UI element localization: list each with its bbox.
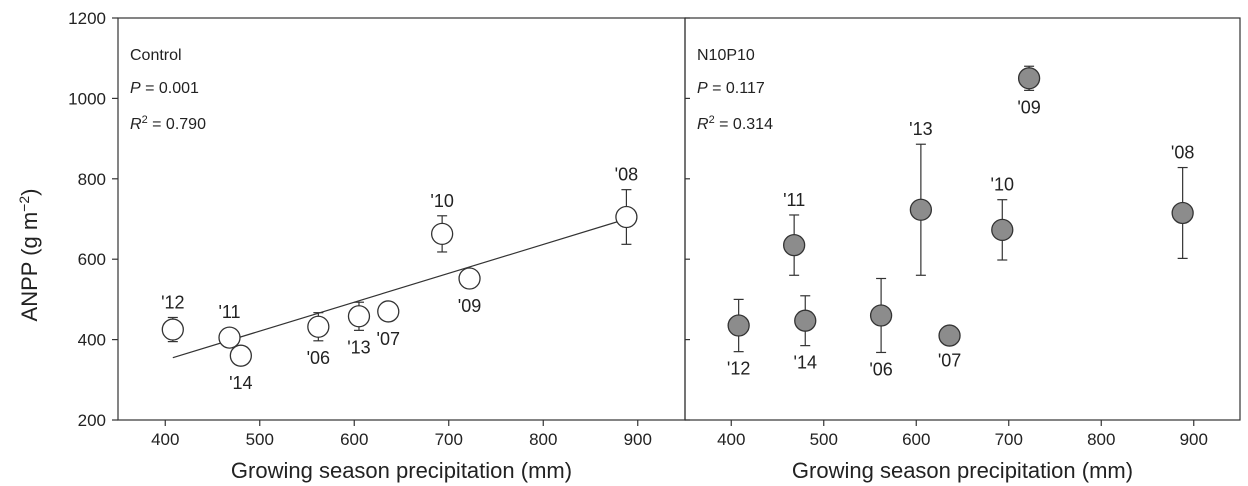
point-label: '12 — [161, 292, 184, 312]
data-marker — [458, 267, 481, 290]
y-axis-title: ANPP (g m−2) — [16, 189, 42, 322]
plot-frame — [117, 17, 686, 421]
point-label: '14 — [229, 373, 252, 393]
data-marker — [794, 309, 817, 332]
x-axis-title: Growing season precipitation (mm) — [792, 458, 1133, 483]
data-point-yr06: '06 — [869, 277, 893, 379]
y-tick-label: 600 — [78, 250, 106, 269]
data-point-yr11: '11 — [783, 190, 806, 276]
data-marker — [909, 198, 933, 221]
point-label: '11 — [218, 302, 240, 322]
data-marker — [347, 305, 371, 328]
y-tick-label: 1000 — [68, 89, 106, 108]
data-marker — [229, 344, 253, 367]
point-label: '06 — [869, 359, 892, 379]
x-tick-label: 700 — [995, 430, 1023, 449]
x-tick-label: 600 — [340, 430, 368, 449]
data-marker — [307, 315, 330, 338]
panel-label: Control — [130, 47, 182, 64]
x-tick-label: 500 — [810, 430, 838, 449]
point-label: '07 — [938, 351, 961, 371]
data-point-yr11: '11 — [218, 302, 241, 349]
x-tick-label: 400 — [151, 430, 179, 449]
y-tick-label: 200 — [78, 411, 106, 430]
r2-annotation: R2 = 0.314 — [697, 114, 773, 133]
x-tick-label: 400 — [717, 430, 745, 449]
point-label: '09 — [1017, 97, 1040, 117]
panel-2: 400 500 600 700 800 900 Growing season precipi… — [684, 17, 1241, 483]
data-marker — [783, 233, 806, 257]
data-marker — [615, 205, 638, 229]
x-tick-label: 500 — [246, 430, 274, 449]
point-label: '09 — [458, 296, 481, 316]
data-point-yr14: '14 — [794, 295, 817, 373]
point-label: '08 — [615, 165, 638, 185]
data-marker — [991, 218, 1014, 242]
data-marker — [1171, 201, 1194, 225]
data-marker — [430, 222, 454, 246]
data-point-yr08: '08 — [1171, 143, 1194, 259]
point-label: '11 — [783, 190, 805, 210]
point-label: '12 — [727, 359, 750, 379]
regression-line — [172, 218, 627, 359]
r2-annotation: R2 = 0.790 — [130, 114, 206, 133]
point-label: '07 — [377, 329, 400, 349]
data-point-yr07: '07 — [377, 300, 400, 349]
marks-layer: '12 '11 '14 '06 '13 '07 '10 '09 '08 '12 '11 '14 '06 '… — [161, 65, 1194, 393]
point-label: '10 — [430, 191, 453, 211]
x-axis-title: Growing season precipitation (mm) — [231, 458, 572, 483]
p-value-annotation: P = 0.001 — [130, 80, 199, 97]
data-point-yr13: '13 — [909, 119, 933, 276]
data-point-yr12: '12 — [161, 292, 185, 343]
x-tick-label: 600 — [902, 430, 930, 449]
data-point-yr14: '14 — [229, 344, 253, 393]
x-tick-label: 900 — [1180, 430, 1208, 449]
data-marker — [938, 324, 961, 347]
data-point-yr10: '10 — [430, 191, 454, 253]
data-marker — [727, 314, 750, 337]
point-label: '06 — [307, 348, 330, 368]
point-label: '08 — [1171, 143, 1194, 163]
point-label: '14 — [794, 353, 817, 373]
panel-label: N10P10 — [697, 47, 755, 64]
data-marker — [1017, 67, 1041, 90]
x-tick-label: 800 — [529, 430, 557, 449]
data-point-yr07: '07 — [938, 324, 961, 371]
data-point-yr12: '12 — [727, 298, 750, 379]
data-marker — [377, 300, 400, 323]
x-tick-label: 800 — [1087, 430, 1115, 449]
point-label: '13 — [347, 337, 370, 357]
x-tick-label: 900 — [624, 430, 652, 449]
p-value-annotation: P = 0.117 — [697, 80, 765, 97]
data-marker — [161, 318, 184, 341]
axes-layer: 400 500 600 700 800 900 200 400 600 800 1000 1200 Gr… — [68, 9, 1241, 483]
point-label: '13 — [909, 119, 932, 139]
plot-frame — [684, 17, 1241, 421]
data-marker — [869, 304, 893, 327]
data-point-yr09: '09 — [458, 267, 481, 316]
y-tick-label: 1200 — [68, 9, 106, 28]
data-marker — [218, 326, 241, 349]
data-point-yr09: '09 — [1017, 65, 1041, 117]
data-point-yr13: '13 — [347, 301, 371, 357]
point-label: '10 — [991, 175, 1014, 195]
panel-1: 400 500 600 700 800 900 200 400 600 800 1000 1200 Gr… — [68, 9, 686, 483]
y-tick-label: 400 — [78, 331, 106, 350]
data-point-yr10: '10 — [991, 175, 1014, 261]
data-point-yr08: '08 — [615, 165, 638, 245]
x-tick-label: 700 — [435, 430, 463, 449]
data-point-yr06: '06 — [307, 312, 330, 368]
y-tick-label: 800 — [78, 170, 106, 189]
